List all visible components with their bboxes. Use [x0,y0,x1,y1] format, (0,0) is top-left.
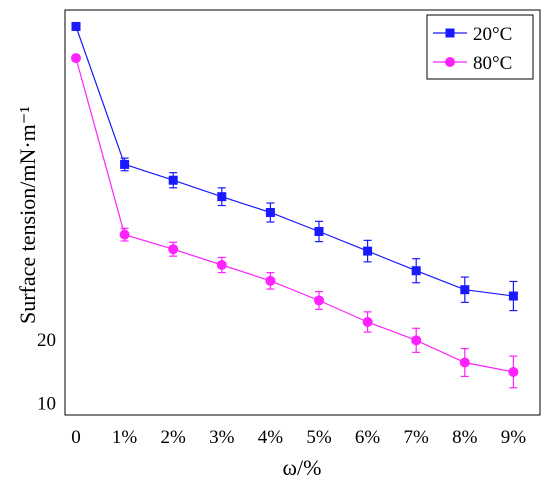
y-tick-label: 20 [37,330,56,351]
data-point [265,275,276,286]
y-axis-title: Surface tension/mN·m⁻¹ [15,106,40,324]
legend: 20°C 80°C [426,14,534,80]
data-point [411,335,422,346]
x-tick-label: 7% [404,427,430,448]
legend-box [426,14,534,80]
data-point [168,244,179,255]
data-point [508,291,518,301]
x-tick-label: 9% [501,427,527,448]
data-point [120,159,130,169]
legend-label: 80°C [473,53,512,74]
series-line [75,57,514,373]
series-0 [71,21,518,312]
x-tick-label: 6% [355,427,381,448]
plot-frame [64,9,541,416]
data-point [411,266,421,276]
x-tick-label: 3% [209,427,235,448]
data-point [508,366,519,377]
data-point [168,175,178,185]
data-point [459,357,470,368]
series-1 [71,53,519,389]
legend-label: 20°C [473,24,512,45]
data-point [71,21,81,31]
x-tick-label: 2% [161,427,187,448]
series-line [75,26,514,297]
x-tick-label: 1% [112,427,138,448]
data-point [216,260,227,271]
data-point [460,285,470,295]
legend-marker [445,28,455,38]
data-point [363,246,373,256]
y-tick-label: 10 [37,393,56,414]
data-point [314,295,324,306]
x-tick-label: 8% [452,427,478,448]
legend-marker [445,57,455,67]
x-tick-label: 5% [306,427,332,448]
x-tick-label: 0 [71,427,81,448]
x-axis-title: ω/% [283,455,322,480]
data-point [119,229,130,240]
data-point [314,226,324,236]
x-tick-label: 4% [258,427,284,448]
data-point [71,53,81,64]
data-point [362,316,373,327]
data-point [265,208,275,217]
data-point [217,192,227,202]
